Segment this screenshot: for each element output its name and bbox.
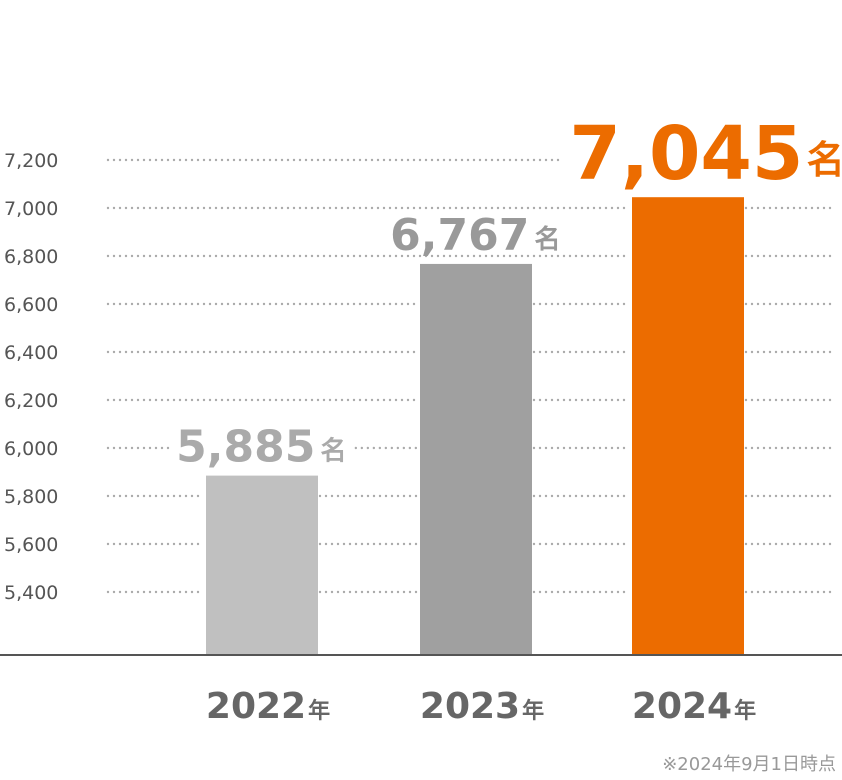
data-label: 6,767 [390, 210, 529, 261]
y-tick-label: 7,000 [4, 198, 58, 220]
y-tick-label: 6,000 [4, 438, 58, 460]
x-tick-suffix: 年 [308, 698, 330, 724]
bar-2023 [420, 263, 532, 655]
y-tick-label: 5,800 [4, 486, 58, 508]
x-tick-label: 2023年 [420, 686, 544, 727]
value-labels: 5,885 名6,767 名7,045 名 [176, 111, 842, 472]
bars [206, 197, 744, 655]
x-tick-suffix: 年 [734, 698, 756, 724]
data-label: 5,885 [176, 422, 315, 473]
x-tick-year: 2023 [420, 686, 520, 727]
y-tick-label: 5,400 [4, 582, 58, 604]
y-tick-label: 6,800 [4, 246, 58, 268]
y-tick-label: 6,200 [4, 390, 58, 412]
x-tick-label: 2022年 [206, 686, 330, 727]
x-tick-year: 2022 [206, 686, 306, 727]
footnote: ※2024年9月1日時点 [662, 754, 836, 775]
y-tick-label: 7,200 [4, 150, 58, 172]
data-label: 7,045 [569, 111, 803, 197]
data-label-unit: 名 [535, 224, 561, 255]
x-tick-suffix: 年 [522, 698, 544, 724]
gridlines [106, 158, 838, 594]
y-axis-ticks: 5,400 5,600 5,800 6,000 6,200 6,400 6,600 6,800… [4, 150, 58, 604]
data-label-unit: 名 [321, 436, 347, 467]
x-tick-year: 2024 [632, 686, 732, 727]
y-tick-label: 6,400 [4, 342, 58, 364]
x-axis-labels: 2022年 2023年 2024年 [206, 686, 756, 727]
bar-2022 [206, 475, 318, 655]
y-tick-label: 5,600 [4, 534, 58, 556]
y-tick-label: 6,600 [4, 294, 58, 316]
bar-2024 [632, 197, 744, 655]
data-label-unit: 名 [807, 138, 842, 182]
x-tick-label: 2024年 [632, 686, 756, 727]
